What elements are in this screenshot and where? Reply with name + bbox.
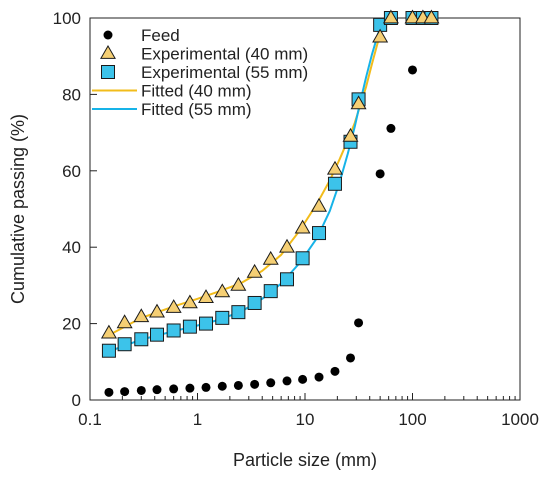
data-point-triangle: [181, 294, 198, 309]
legend-label-experimental-40-mm: Experimental (40 mm): [141, 45, 308, 64]
y-tick-label: 60: [62, 162, 81, 181]
data-point-square: [101, 343, 116, 358]
data-point-square: [263, 284, 278, 299]
series-line-fitted-40-mm: [108, 17, 390, 336]
data-point-circle: [217, 381, 227, 391]
data-point-triangle: [342, 127, 359, 142]
data-point-square: [231, 305, 246, 320]
data-point-triangle: [404, 9, 421, 24]
data-point-triangle: [133, 308, 150, 323]
data-point-square: [279, 272, 294, 287]
x-tick-label: 1000: [501, 410, 539, 429]
data-point-triangle: [294, 219, 311, 234]
data-point-square: [117, 337, 132, 352]
data-point-circle: [233, 380, 243, 390]
data-point-circle: [282, 376, 292, 386]
data-point-square: [134, 332, 149, 347]
data-point-triangle: [382, 9, 399, 24]
data-point-circle: [298, 374, 308, 384]
data-point-square: [199, 316, 214, 331]
data-point-square: [149, 327, 164, 342]
x-axis-title: Particle size (mm): [233, 450, 377, 470]
data-point-circle: [375, 169, 385, 179]
data-point-triangle: [246, 263, 263, 278]
data-point-triangle: [198, 289, 214, 303]
data-point-square: [166, 323, 181, 338]
y-tick-label: 80: [62, 85, 81, 104]
data-point-square: [312, 226, 327, 241]
y-tick-label: 100: [53, 9, 81, 28]
y-axis-title: Cumulative passing (%): [8, 114, 28, 304]
data-point-triangle: [262, 250, 279, 265]
data-point-square: [215, 310, 230, 325]
data-point-circle: [120, 387, 130, 397]
data-point-circle: [201, 382, 211, 392]
data-point-square: [182, 319, 197, 334]
data-point-triangle: [372, 28, 389, 43]
data-point-triangle: [423, 9, 440, 24]
y-tick-label: 0: [72, 391, 81, 410]
x-tick-label: 1: [193, 410, 202, 429]
y-axis-ticks: 0 20 40 60 80 100: [53, 9, 97, 410]
legend-marker-experimental-55-mm: [101, 65, 115, 79]
data-point-triangle: [326, 160, 343, 175]
data-point-circle: [136, 385, 146, 395]
data-point-triangle: [230, 276, 247, 291]
data-point-square: [247, 295, 262, 310]
legend-label-experimental-55-mm: Experimental (55 mm): [141, 63, 308, 82]
data-point-square: [295, 251, 310, 266]
data-point-triangle: [116, 314, 133, 329]
data-point-triangle: [100, 324, 117, 339]
data-point-triangle: [149, 303, 165, 318]
x-tick-label: 0.1: [78, 410, 102, 429]
x-tick-label: 100: [398, 410, 426, 429]
data-point-circle: [185, 383, 195, 393]
data-point-circle: [250, 379, 260, 389]
x-axis-ticks: 0.1 1 10 100 1000: [78, 393, 539, 429]
legend-label-fitted-55-mm: Fitted (55 mm): [141, 100, 252, 119]
data-point-triangle: [279, 238, 295, 253]
data-point-circle: [314, 372, 324, 382]
data-point-circle: [104, 387, 114, 397]
data-point-triangle: [311, 197, 327, 212]
data-point-circle: [330, 366, 340, 376]
data-point-circle: [408, 65, 417, 75]
data-point-triangle: [350, 95, 367, 110]
legend-label-fitted-40-mm: Fitted (40 mm): [141, 82, 252, 101]
y-tick-label: 40: [62, 238, 81, 257]
legend-marker-experimental-40-mm: [100, 44, 116, 59]
data-point-circle: [266, 378, 276, 388]
x-tick-label: 10: [296, 410, 315, 429]
data-point-triangle: [165, 299, 182, 313]
data-point-circle: [152, 385, 162, 395]
data-point-circle: [169, 384, 179, 394]
data-point-triangle: [214, 283, 231, 298]
data-point-square: [327, 176, 342, 191]
data-markers: [100, 9, 440, 397]
data-point-circle: [386, 123, 396, 133]
legend-marker-feed: [103, 30, 113, 40]
data-point-circle: [354, 318, 364, 328]
legend-label-feed: Feed: [141, 26, 180, 45]
data-point-circle: [345, 353, 355, 363]
y-tick-label: 20: [62, 315, 81, 334]
